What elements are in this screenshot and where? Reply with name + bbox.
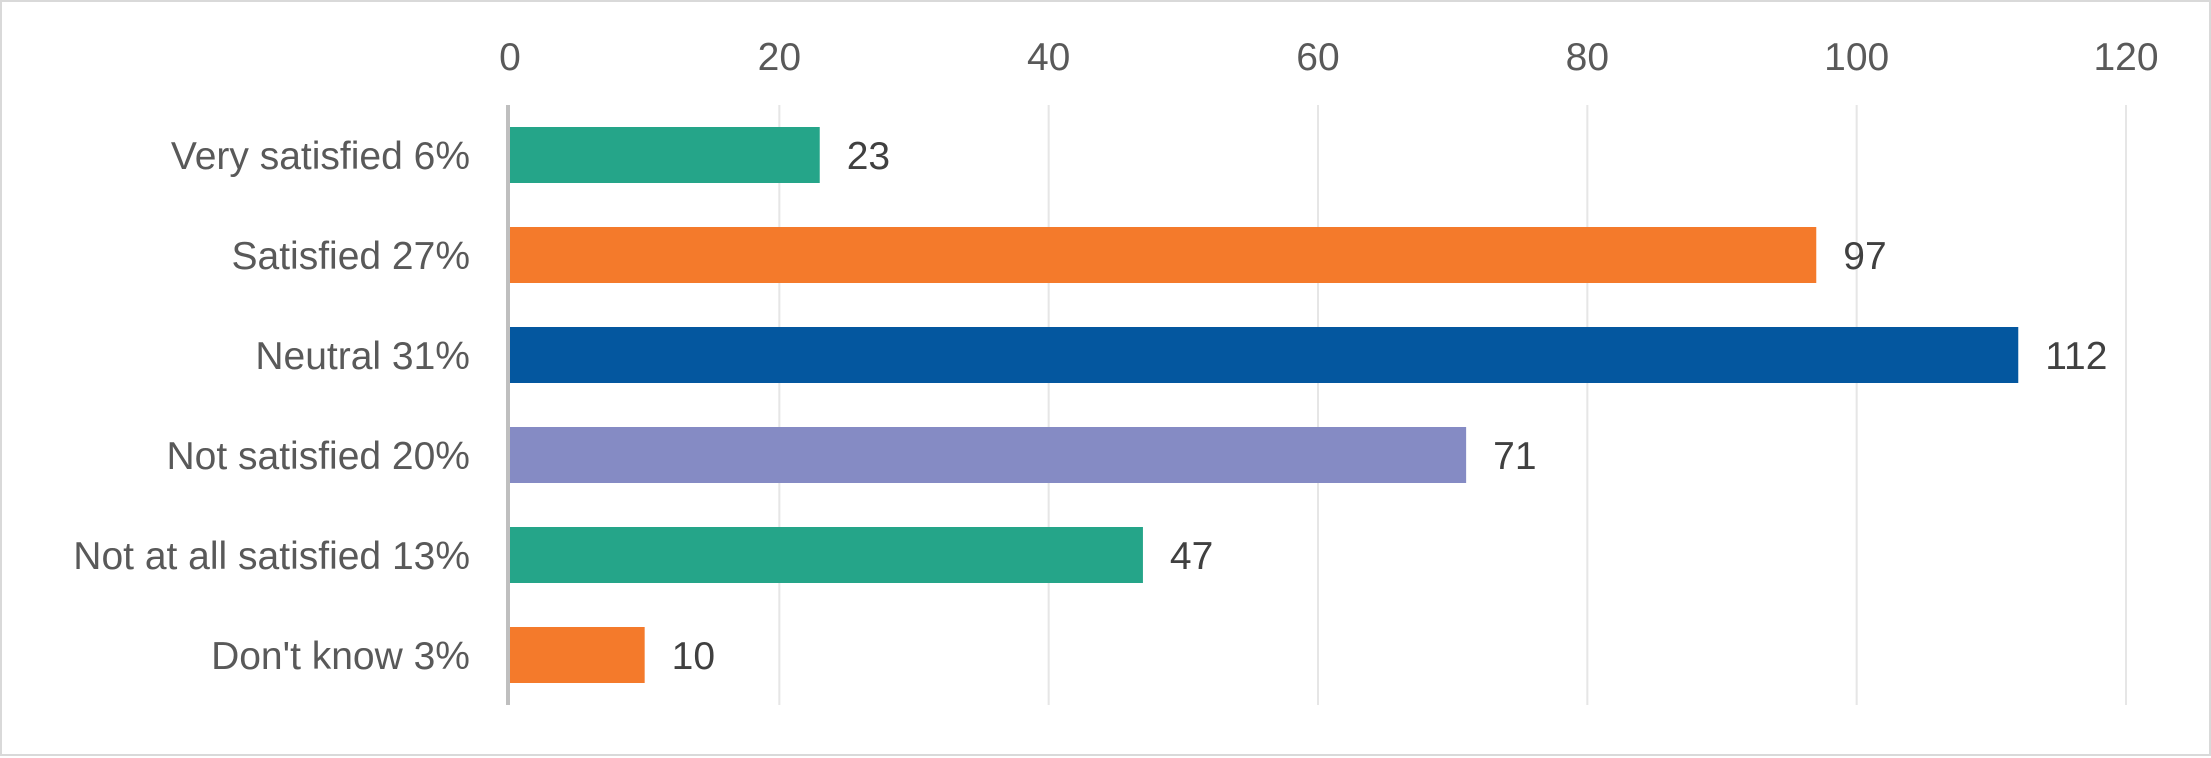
data-label: 97 xyxy=(1843,235,1886,278)
bar xyxy=(510,127,820,183)
category-label: Not satisfied 20% xyxy=(167,435,471,478)
bar xyxy=(510,527,1143,583)
data-label: 10 xyxy=(672,635,715,678)
x-axis-ticks: 0 20 40 60 80 100 120 xyxy=(499,36,2158,79)
category-label: Very satisfied 6% xyxy=(171,135,470,178)
bar xyxy=(510,627,645,683)
bar xyxy=(510,427,1467,483)
x-tick-label: 80 xyxy=(1566,36,1609,79)
data-label: 112 xyxy=(2045,335,2107,378)
data-label: 47 xyxy=(1170,535,1213,578)
x-tick-label: 120 xyxy=(2093,36,2158,79)
category-label: Satisfied 27% xyxy=(232,235,470,278)
category-label: Not at all satisfied 13% xyxy=(73,535,470,578)
bars xyxy=(510,127,2019,683)
x-tick-label: 0 xyxy=(499,36,521,79)
data-label: 71 xyxy=(1493,435,1536,478)
x-tick-label: 40 xyxy=(1027,36,1070,79)
category-label: Neutral 31% xyxy=(255,335,470,378)
category-labels: Very satisfied 6% Satisfied 27% Neutral 31… xyxy=(73,135,470,678)
data-label: 23 xyxy=(847,135,890,178)
bar xyxy=(510,327,2019,383)
category-label: Don't know 3% xyxy=(211,635,470,678)
bar xyxy=(510,227,1817,283)
x-tick-label: 100 xyxy=(1824,36,1889,79)
gridlines xyxy=(778,105,2127,705)
data-labels: 23 97 112 71 47 10 xyxy=(672,135,2108,678)
x-tick-label: 20 xyxy=(758,36,801,79)
x-tick-label: 60 xyxy=(1296,36,1339,79)
